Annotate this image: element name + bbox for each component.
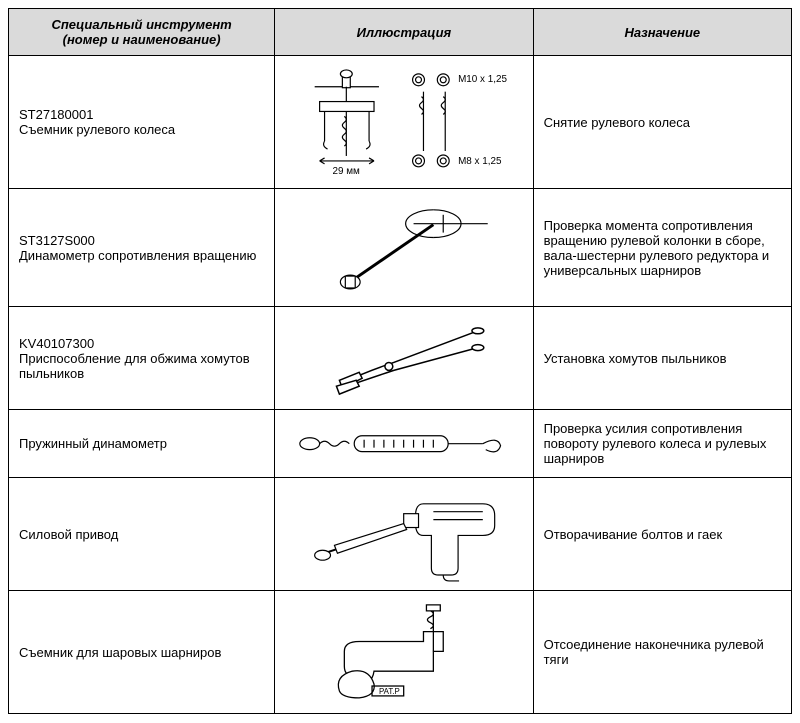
pat-label: PAT.P: [379, 687, 400, 696]
spring-gauge-illustration: [285, 416, 522, 471]
header-tool-line2: (номер и наименование): [63, 32, 221, 47]
header-tool-line1: Специальный инструмент: [51, 17, 231, 32]
table-row: Силовой привод О: [9, 478, 792, 591]
table-row: KV40107300 Приспособление для обжима хом…: [9, 307, 792, 410]
table-row: Пружинный динамометр: [9, 410, 792, 478]
torque-gauge-illustration: [285, 195, 522, 300]
tool-code: KV40107300: [19, 336, 264, 351]
tool-name: Съемник рулевого колеса: [19, 122, 264, 137]
purpose-cell: Отворачивание болтов и гаек: [533, 478, 791, 591]
table-row: Съемник для шаровых шарниров PAT.P Отсое…: [9, 591, 792, 714]
illustration-cell: [275, 410, 533, 478]
header-row: Специальный инструмент (номер и наименов…: [9, 9, 792, 56]
header-purpose: Назначение: [533, 9, 791, 56]
header-illustration: Иллюстрация: [275, 9, 533, 56]
bolt-bot-label: M8 x 1,25: [458, 156, 502, 167]
purpose-cell: Проверка усилия сопротивления повороту р…: [533, 410, 791, 478]
tool-cell: Пружинный динамометр: [9, 410, 275, 478]
illustration-cell: 29 мм M10 x 1,25 M8 x 1,25: [275, 56, 533, 189]
tool-name: Съемник для шаровых шарниров: [19, 645, 264, 660]
purpose-cell: Проверка момента сопротивления вращению …: [533, 189, 791, 307]
illustration-cell: [275, 307, 533, 410]
power-drive-illustration: [285, 484, 522, 584]
dim-label: 29 мм: [333, 166, 361, 177]
ball-joint-puller-illustration: PAT.P: [285, 597, 522, 707]
tools-table: Специальный инструмент (номер и наименов…: [8, 8, 792, 714]
tool-cell: Съемник для шаровых шарниров: [9, 591, 275, 714]
purpose-cell: Установка хомутов пыльников: [533, 307, 791, 410]
illustration-cell: [275, 478, 533, 591]
tool-name: Пружинный динамометр: [19, 436, 264, 451]
illustration-cell: PAT.P: [275, 591, 533, 714]
illustration-cell: [275, 189, 533, 307]
purpose-cell: Снятие рулевого колеса: [533, 56, 791, 189]
puller-illustration: 29 мм M10 x 1,25 M8 x 1,25: [285, 62, 522, 182]
purpose-cell: Отсоединение наконечника рулевой тяги: [533, 591, 791, 714]
table-row: ST27180001 Съемник рулевого колеса: [9, 56, 792, 189]
pliers-illustration: [285, 313, 522, 403]
tool-name: Приспособление для обжима хомутов пыльни…: [19, 351, 264, 381]
tool-cell: ST3127S000 Динамометр сопротивления вращ…: [9, 189, 275, 307]
table-row: ST3127S000 Динамометр сопротивления вращ…: [9, 189, 792, 307]
tool-name: Силовой привод: [19, 527, 264, 542]
tool-cell: Силовой привод: [9, 478, 275, 591]
tool-cell: ST27180001 Съемник рулевого колеса: [9, 56, 275, 189]
header-tool: Специальный инструмент (номер и наименов…: [9, 9, 275, 56]
tool-name: Динамометр сопротивления вращению: [19, 248, 264, 263]
tool-cell: KV40107300 Приспособление для обжима хом…: [9, 307, 275, 410]
tool-code: ST27180001: [19, 107, 264, 122]
bolt-top-label: M10 x 1,25: [458, 74, 507, 85]
tool-code: ST3127S000: [19, 233, 264, 248]
